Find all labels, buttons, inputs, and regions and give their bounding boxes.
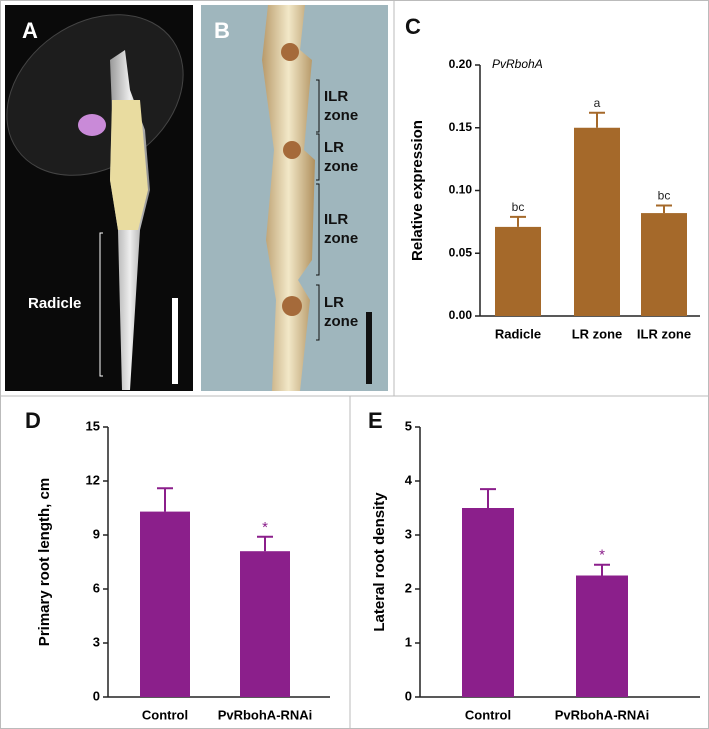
x-tick-label: ILR zone — [637, 326, 691, 341]
error-bar — [656, 204, 672, 214]
error-bar — [257, 535, 273, 552]
y-axis-label: Primary root length, cm — [36, 478, 53, 646]
chart: D Primary root length, cm 0 3 6 9 12 15 Control *… — [25, 408, 330, 722]
y-tick-label: 0.10 — [449, 183, 473, 197]
zone-label: LR — [324, 294, 344, 311]
zone-label: LR — [324, 139, 344, 156]
y-tick-label: 3 — [405, 526, 412, 541]
panel-letter: C — [405, 14, 421, 39]
zone-label: zone — [324, 230, 358, 247]
x-tick-label: PvRbohA-RNAi — [218, 707, 313, 722]
chart: C PvRbohA Relative expression 0.00 0.05 0.10 0… — [405, 14, 700, 341]
annotation: a — [594, 96, 601, 110]
y-tick-label: 0 — [405, 688, 412, 703]
annotation: * — [599, 547, 605, 564]
bar — [576, 575, 628, 697]
photo-b: B — [201, 5, 388, 391]
x-tick-label: Control — [142, 707, 188, 722]
annotation: bc — [512, 200, 525, 214]
error-bar — [594, 563, 610, 576]
error-bar — [510, 215, 526, 227]
y-tick-label: 4 — [405, 472, 413, 487]
y-tick-label: 0 — [93, 688, 100, 703]
y-tick-label: 5 — [405, 418, 412, 433]
x-tick-label: PvRbohA-RNAi — [555, 707, 650, 722]
panel-letter: A — [22, 18, 38, 43]
y-axis-label: Relative expression — [409, 120, 426, 261]
y-tick-label: 3 — [93, 634, 100, 649]
x-tick-label: Radicle — [495, 326, 541, 341]
bar — [240, 551, 290, 697]
panel-letter: B — [214, 18, 230, 43]
panel-letter: D — [25, 408, 41, 433]
x-tick-label: Control — [465, 707, 511, 722]
zone-label: zone — [324, 107, 358, 124]
bar — [495, 226, 541, 316]
y-tick-label: 9 — [93, 526, 100, 541]
bar — [641, 213, 687, 316]
chart: E Lateral root density 0 1 2 3 4 5 Control * PvRbo… — [368, 408, 700, 722]
panel-letter: E — [368, 408, 383, 433]
error-bar — [157, 487, 173, 512]
zone-label: ILR — [324, 211, 348, 228]
y-tick-label: 0.00 — [449, 308, 473, 322]
photo-a: A Radicle — [5, 5, 193, 391]
zone-label: ILR — [324, 88, 348, 105]
y-tick-label: 2 — [405, 580, 412, 595]
y-tick-label: 0.05 — [449, 245, 473, 259]
y-tick-label: 1 — [405, 634, 412, 649]
bar — [140, 511, 190, 697]
bar — [462, 508, 514, 697]
annotation: * — [262, 519, 268, 536]
annotation: bc — [658, 189, 671, 203]
error-bar — [480, 488, 496, 508]
zone-label: zone — [324, 158, 358, 175]
y-tick-label: 6 — [93, 580, 100, 595]
y-tick-label: 0.20 — [449, 57, 473, 71]
y-tick-label: 0.15 — [449, 120, 473, 134]
zone-label: zone — [324, 313, 358, 330]
bar — [574, 127, 620, 316]
y-tick-label: 12 — [86, 472, 100, 487]
y-axis-label: Lateral root density — [371, 492, 388, 632]
photo-label: Radicle — [28, 295, 81, 312]
x-tick-label: LR zone — [572, 326, 623, 341]
y-tick-label: 15 — [86, 418, 100, 433]
error-bar — [589, 111, 605, 128]
chart-title: PvRbohA — [492, 57, 543, 71]
